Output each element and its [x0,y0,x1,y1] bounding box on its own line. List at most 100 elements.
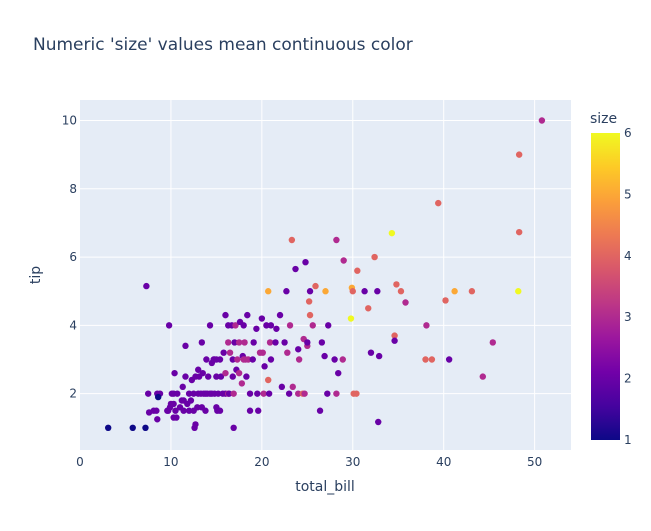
data-point [179,383,186,391]
data-point [312,282,319,290]
data-point [258,315,266,322]
data-point [375,418,382,426]
data-point [238,380,246,387]
data-point [306,288,314,295]
data-point [479,373,487,380]
data-point [235,369,243,377]
plot-area [80,100,571,450]
data-point [206,322,214,329]
data-point [266,339,274,346]
data-point [451,288,458,295]
data-point [246,390,254,397]
data-point [515,151,523,158]
data-point [393,281,400,288]
data-point [402,299,409,306]
data-point [171,369,178,377]
data-point [278,383,286,391]
data-point [205,373,212,380]
data-point [230,424,237,432]
data-point [215,390,222,397]
data-point [283,288,290,295]
data-point [397,288,405,295]
data-point [254,390,261,397]
data-point [185,407,193,414]
data-point [143,282,150,290]
data-point [333,236,340,244]
data-point [244,311,251,319]
data-point [187,397,195,404]
data-point [333,390,340,397]
data-point [423,322,430,329]
data-point [213,373,220,380]
data-point [374,288,381,295]
colorbar-ticks: 1 2 3 4 5 6 [624,126,632,447]
data-point [435,199,442,207]
colorbar-tick-label: 2 [624,372,632,386]
data-point [232,322,239,329]
data-point [170,400,177,408]
y-axis-title: tip [28,266,44,284]
data-point [231,339,238,346]
data-point [265,390,273,397]
data-point [216,356,224,363]
data-point [154,393,162,401]
data-point [220,349,227,356]
data-point [284,349,291,356]
data-point [318,339,326,346]
data-point [142,424,149,432]
data-point [367,349,375,356]
data-point [304,339,311,346]
data-point [260,390,267,397]
data-point [240,322,247,329]
data-point [353,390,360,397]
colorbar-tick-label: 1 [624,433,632,447]
colorbar-tick-label: 5 [624,187,632,201]
data-point [325,322,332,329]
data-point [272,339,279,346]
data-point [365,305,372,312]
colorbar-title: size [590,111,617,127]
data-point [203,356,210,363]
data-point [235,339,243,346]
data-point [295,390,302,397]
data-point [229,356,236,363]
data-point [331,356,338,363]
x-axis-ticks: 0 10 20 30 40 50 [76,455,542,469]
data-point [195,366,202,373]
data-point [306,311,314,319]
data-point [246,407,254,414]
data-point [347,315,355,322]
data-point [339,356,346,363]
data-point [335,369,342,377]
x-tick-label: 40 [436,455,451,469]
data-point [391,337,398,344]
data-point [267,356,275,363]
x-tick-label: 30 [345,455,360,469]
colorbar-tick-label: 3 [624,310,632,324]
data-point [165,322,173,329]
data-point [265,376,272,384]
data-point [153,407,160,414]
data-point [230,390,237,397]
data-point [288,236,296,244]
data-point [281,339,288,346]
data-point [322,288,329,295]
y-tick-label: 4 [69,318,77,332]
data-point [249,356,256,363]
data-point [289,383,296,391]
data-point [180,407,187,414]
data-point [388,229,396,237]
data-point [295,346,302,353]
data-point [261,363,268,370]
y-tick-label: 10 [62,113,77,127]
data-point [468,288,476,295]
y-tick-label: 6 [69,250,77,264]
x-tick-label: 10 [163,455,178,469]
x-tick-label: 20 [254,455,269,469]
data-point [375,352,383,360]
data-point [321,352,328,360]
data-point [217,373,225,380]
x-axis-title: total_bill [295,479,355,495]
data-point [428,356,436,363]
data-point [442,297,449,304]
